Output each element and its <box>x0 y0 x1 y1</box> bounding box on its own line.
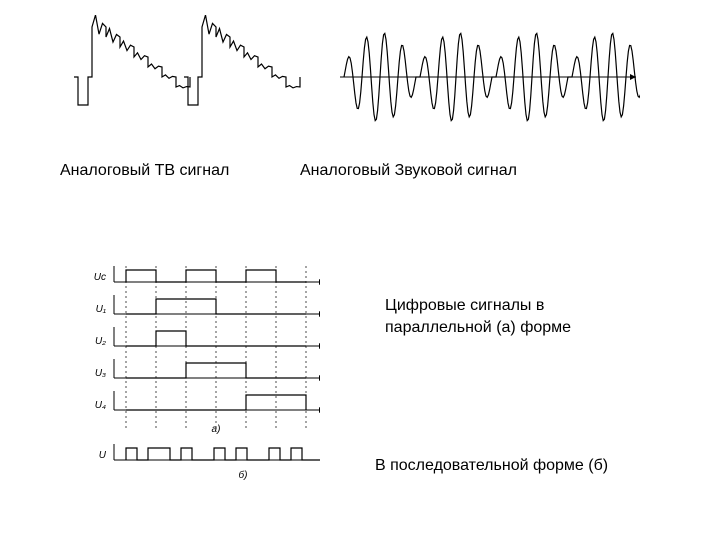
svg-text:U₂: U₂ <box>95 336 106 347</box>
analog-tv-signal-figure <box>72 15 302 135</box>
svg-text:U₁: U₁ <box>96 304 106 315</box>
svg-text:Uc: Uc <box>94 272 106 283</box>
page-root: Аналоговый ТВ сигнал Аналоговый Звуковой… <box>0 0 720 540</box>
svg-text:U: U <box>99 450 107 461</box>
digital-serial-caption: В последовательной форме (б) <box>375 455 655 477</box>
analog-audio-signal-figure <box>340 15 640 135</box>
analog-audio-signal-caption: Аналоговый Звуковой сигнал <box>300 160 560 182</box>
svg-text:U₄: U₄ <box>95 400 106 411</box>
svg-text:U₃: U₃ <box>95 368 106 379</box>
analog-tv-signal-caption: Аналоговый ТВ сигнал <box>60 160 280 182</box>
digital-parallel-caption: Цифровые сигналы в параллельной (а) форм… <box>385 295 655 338</box>
digital-signals-figure: UctU₁tU₂tU₃tU₄tа)Utб) <box>90 260 320 495</box>
svg-text:а): а) <box>212 424 221 435</box>
svg-text:б): б) <box>239 469 248 481</box>
